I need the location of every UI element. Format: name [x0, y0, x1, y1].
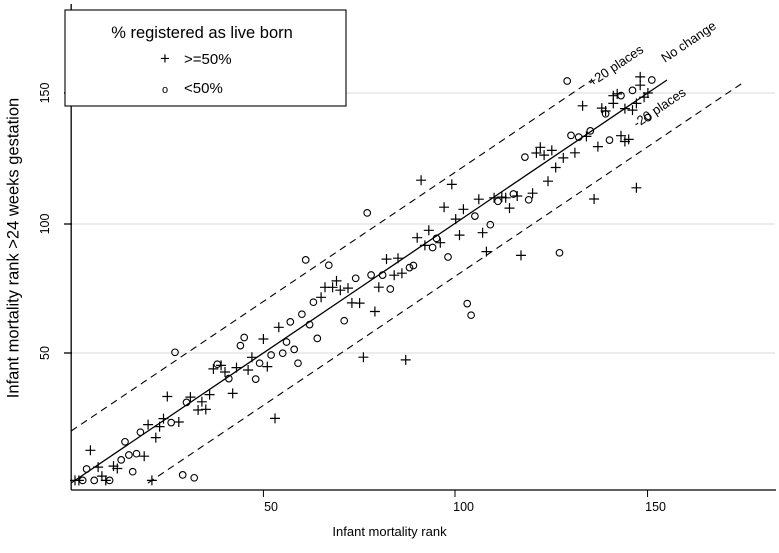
- svg-text:% registered as live born: % registered as live born: [111, 24, 293, 42]
- svg-text:o: o: [162, 84, 168, 96]
- svg-text:No change: No change: [658, 18, 719, 66]
- svg-text:-20 places: -20 places: [630, 84, 689, 130]
- svg-text:>=50%: >=50%: [184, 51, 232, 68]
- svg-text:+20 places: +20 places: [585, 41, 646, 89]
- svg-text:<50%: <50%: [184, 80, 223, 97]
- svg-text:+: +: [160, 49, 170, 68]
